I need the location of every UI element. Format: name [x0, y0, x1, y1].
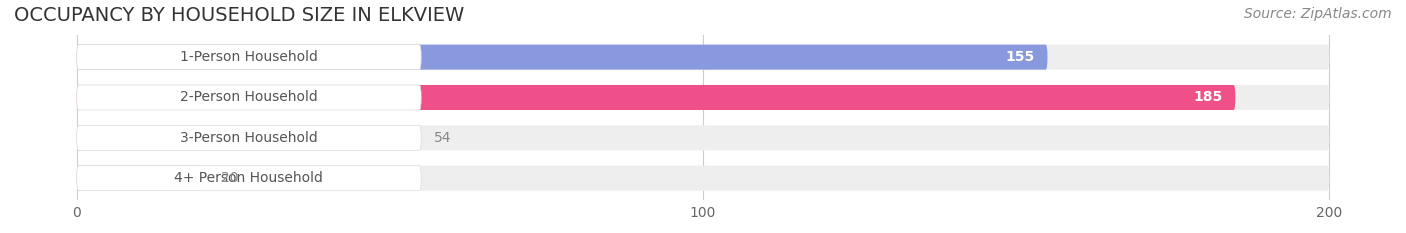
Text: 20: 20: [221, 171, 238, 185]
FancyBboxPatch shape: [77, 166, 422, 191]
Text: 4+ Person Household: 4+ Person Household: [174, 171, 323, 185]
FancyBboxPatch shape: [77, 45, 422, 70]
FancyBboxPatch shape: [77, 125, 422, 150]
FancyBboxPatch shape: [77, 125, 1329, 150]
FancyBboxPatch shape: [77, 85, 422, 110]
Text: OCCUPANCY BY HOUSEHOLD SIZE IN ELKVIEW: OCCUPANCY BY HOUSEHOLD SIZE IN ELKVIEW: [14, 6, 464, 25]
FancyBboxPatch shape: [77, 85, 1236, 110]
FancyBboxPatch shape: [77, 45, 1329, 70]
FancyBboxPatch shape: [77, 85, 1329, 110]
Text: 1-Person Household: 1-Person Household: [180, 50, 318, 64]
Text: Source: ZipAtlas.com: Source: ZipAtlas.com: [1244, 7, 1392, 21]
FancyBboxPatch shape: [77, 166, 1329, 191]
FancyBboxPatch shape: [77, 125, 415, 150]
Text: 185: 185: [1194, 90, 1223, 104]
FancyBboxPatch shape: [77, 45, 1047, 70]
Text: 155: 155: [1005, 50, 1035, 64]
Text: 54: 54: [433, 131, 451, 145]
FancyBboxPatch shape: [77, 166, 202, 191]
Text: 2-Person Household: 2-Person Household: [180, 90, 318, 104]
Text: 3-Person Household: 3-Person Household: [180, 131, 318, 145]
